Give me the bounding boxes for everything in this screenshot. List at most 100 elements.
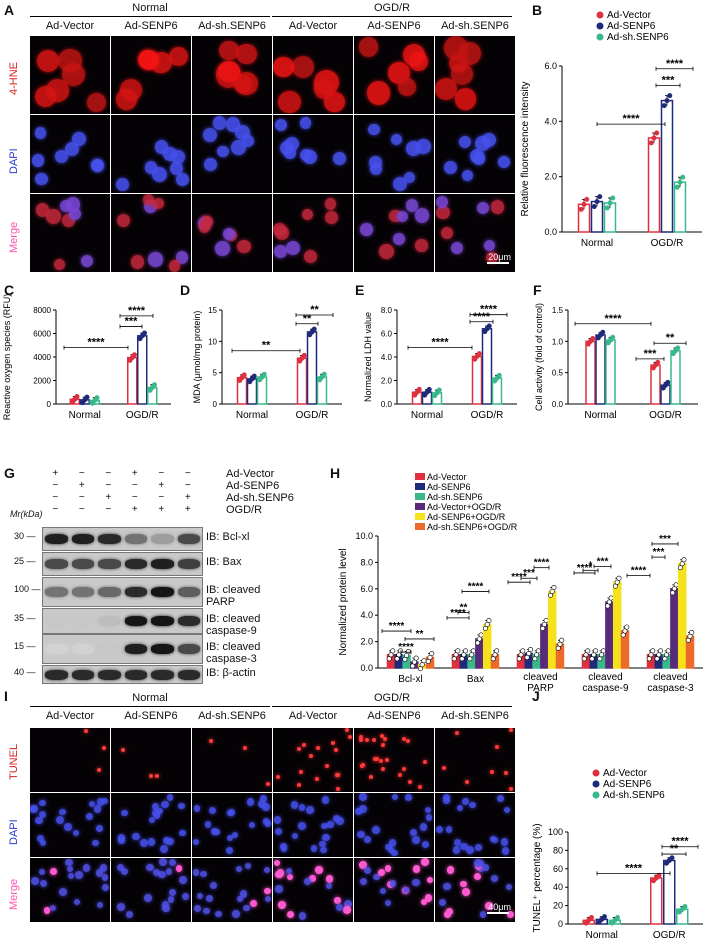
protein-band bbox=[151, 559, 174, 569]
cell-nucleus bbox=[64, 141, 80, 157]
cell-nucleus bbox=[246, 798, 255, 807]
cell-nucleus bbox=[118, 837, 126, 845]
cell-nucleus bbox=[378, 758, 383, 763]
column-label: Ad-SENP6 bbox=[124, 710, 178, 722]
cell-nucleus bbox=[280, 846, 287, 853]
cell-nucleus bbox=[364, 867, 372, 875]
cell-nucleus bbox=[465, 780, 470, 785]
cell-nucleus bbox=[219, 41, 239, 61]
mw-marker: 30 — bbox=[14, 531, 36, 541]
condition-sign: + bbox=[131, 504, 138, 515]
x-tick-label: OGD/R bbox=[649, 410, 682, 421]
cell-nucleus bbox=[155, 774, 160, 779]
cell-nucleus bbox=[405, 199, 419, 213]
legend-swatch bbox=[415, 493, 425, 500]
micrograph-tile bbox=[273, 858, 353, 922]
cell-nucleus bbox=[31, 877, 40, 885]
cell-nucleus bbox=[143, 893, 152, 902]
cell-nucleus bbox=[454, 88, 477, 111]
cell-nucleus bbox=[153, 868, 161, 876]
condition-sign: + bbox=[52, 468, 59, 479]
cell-nucleus bbox=[439, 899, 447, 907]
panel-label-b: B bbox=[532, 2, 543, 18]
cell-nucleus bbox=[320, 822, 328, 830]
y-tick-label: 20 bbox=[553, 901, 563, 911]
cell-nucleus bbox=[162, 147, 177, 162]
cell-nucleus bbox=[159, 858, 167, 866]
data-point bbox=[476, 351, 482, 357]
protein-band bbox=[71, 644, 94, 654]
cell-nucleus bbox=[408, 780, 413, 785]
sig-stars: **** bbox=[480, 304, 498, 316]
cell-nucleus bbox=[406, 738, 411, 743]
data-point bbox=[674, 184, 680, 190]
y-tick-label: 6.0 bbox=[381, 330, 393, 339]
x-tick-label: Normal bbox=[69, 410, 101, 421]
x-tick-label: cleaved bbox=[588, 672, 622, 683]
protein-band bbox=[45, 587, 68, 597]
sig-stars: ** bbox=[303, 313, 312, 325]
cell-nucleus bbox=[412, 836, 421, 844]
column-label: Ad-Vector bbox=[45, 20, 95, 32]
cell-nucleus bbox=[132, 832, 140, 841]
column-label: Ad-Vector bbox=[288, 710, 338, 722]
cell-nucleus bbox=[380, 767, 385, 772]
condition-sign: + bbox=[105, 492, 112, 503]
cell-nucleus bbox=[72, 830, 79, 837]
data-point bbox=[682, 904, 688, 910]
cell-nucleus bbox=[162, 905, 170, 913]
cell-nucleus bbox=[365, 738, 370, 743]
cell-nucleus bbox=[460, 842, 468, 851]
cell-nucleus bbox=[275, 827, 283, 835]
micrograph-tile bbox=[354, 793, 434, 857]
data-point bbox=[390, 648, 396, 654]
ib-label: IB: Bax bbox=[206, 556, 242, 568]
cell-nucleus bbox=[359, 793, 367, 801]
blot-strip bbox=[42, 634, 203, 664]
cell-nucleus bbox=[505, 883, 513, 891]
protein-band bbox=[71, 559, 94, 569]
column-label: Ad-SENP6 bbox=[367, 710, 421, 722]
data-point bbox=[520, 648, 526, 654]
cell-nucleus bbox=[509, 787, 514, 792]
data-point bbox=[94, 395, 100, 401]
protein-band bbox=[98, 616, 121, 626]
micrograph-tile bbox=[435, 793, 515, 857]
cell-nucleus bbox=[332, 814, 341, 823]
cell-nucleus bbox=[90, 159, 104, 173]
data-point bbox=[528, 647, 534, 653]
x-tick-label: Bcl-xl bbox=[398, 674, 422, 685]
bar bbox=[677, 562, 687, 669]
condition-sign: + bbox=[131, 468, 138, 479]
micrograph-tile bbox=[273, 115, 353, 193]
protein-band bbox=[45, 559, 68, 569]
cell-nucleus bbox=[64, 823, 72, 831]
cell-nucleus bbox=[324, 198, 337, 210]
data-point bbox=[689, 629, 695, 635]
condition-sign: − bbox=[52, 480, 59, 491]
sig-stars: **** bbox=[625, 862, 643, 874]
cell-nucleus bbox=[237, 239, 251, 254]
cell-nucleus bbox=[65, 197, 80, 212]
protein-band bbox=[177, 587, 200, 597]
sig-stars: **** bbox=[398, 642, 414, 653]
cell-nucleus bbox=[291, 55, 315, 79]
cell-nucleus bbox=[157, 870, 166, 879]
cell-nucleus bbox=[379, 734, 384, 739]
bar bbox=[482, 623, 492, 669]
micrograph-tile bbox=[354, 115, 434, 193]
cell-nucleus bbox=[474, 843, 483, 851]
bar bbox=[471, 355, 483, 405]
legend-entry: Ad-Vector+OGD/R bbox=[427, 502, 502, 512]
legend-swatch bbox=[592, 791, 600, 799]
group-divider bbox=[30, 706, 270, 707]
cell-nucleus bbox=[121, 810, 128, 817]
mw-marker: 15 — bbox=[14, 641, 36, 651]
cell-nucleus bbox=[36, 49, 59, 72]
scale-bar bbox=[487, 262, 509, 264]
cell-nucleus bbox=[357, 830, 366, 839]
y-tick-label: 100 bbox=[548, 827, 563, 837]
data-point bbox=[661, 103, 667, 109]
panel-label-d: D bbox=[180, 282, 191, 298]
